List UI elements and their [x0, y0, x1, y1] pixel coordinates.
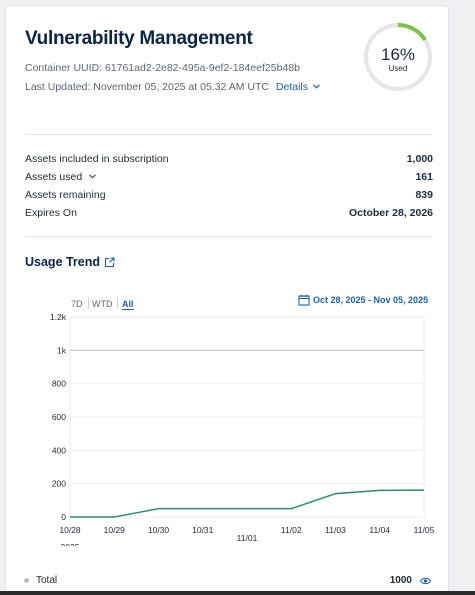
chevron-down-icon: [89, 174, 97, 179]
container-uuid: Container UUID: 61761ad2-2e82-495a-9ef2-…: [25, 62, 300, 74]
summary-value: 839: [415, 189, 433, 201]
series-line-used: [70, 489, 425, 518]
summary-row-expires: Expires On October 28, 2026: [25, 207, 433, 221]
divider: [25, 134, 433, 135]
summary-value: 1,000: [406, 153, 433, 165]
usage-trend-chart: 0 200 400 600 800 1k 1.2k 10/28 10/29 10/30 10/31 1…: [50, 312, 435, 546]
subscription-card: Vulnerability Management Container UUID:…: [5, 5, 449, 595]
x-tick-label: 10/28: [59, 525, 81, 535]
last-updated-text: Last Updated: November 05, 2025 at 05.32…: [25, 81, 269, 93]
x-tick-label: 11/05: [414, 525, 435, 535]
last-updated-line: Last Updated: November 05, 2025 at 05.32…: [25, 81, 320, 93]
eye-icon[interactable]: [420, 577, 431, 585]
chevron-down-icon: [313, 84, 320, 89]
legend-dot-total: [24, 578, 29, 583]
y-tick-label: 1k: [57, 345, 67, 355]
range-7d[interactable]: 7D: [71, 299, 83, 309]
x-tick-label: 11/02: [281, 525, 302, 535]
page-title: Vulnerability Management: [25, 28, 253, 49]
y-tick-label: 0: [61, 512, 66, 522]
summary-row-included: Assets included in subscription 1,000: [25, 153, 433, 167]
divider: [25, 236, 433, 237]
summary-label: Assets included in subscription: [25, 153, 169, 165]
y-tick-label: 400: [52, 445, 66, 455]
assets-used-toggle[interactable]: Assets used: [25, 171, 97, 183]
gauge-fill: [364, 23, 432, 91]
y-tick-label: 600: [52, 412, 66, 422]
range-wtd[interactable]: WTD: [92, 299, 113, 309]
legend-label-total: Total: [36, 575, 58, 586]
usage-trend-title: Usage Trend: [25, 255, 101, 269]
range-separator: [88, 298, 89, 308]
external-link-icon[interactable]: [104, 257, 115, 268]
x-tick-label: 10/30: [148, 525, 170, 535]
details-label: Details: [275, 81, 309, 93]
date-range-label: Oct 28, 2025 - Nov 05, 2025: [313, 295, 429, 305]
summary-label: Assets remaining: [25, 189, 106, 201]
gauge-percent: 16%: [380, 45, 416, 64]
x-year-label: 2025: [61, 542, 80, 546]
legend-value-total: 1000: [389, 575, 412, 586]
gauge-used-label: Used: [388, 64, 408, 73]
usage-gauge: [364, 23, 432, 91]
x-tick-label: 10/31: [192, 525, 214, 535]
y-tick-label: 200: [52, 479, 66, 489]
taskbar-strip: [0, 591, 475, 595]
x-tick-label: 11/01: [237, 533, 258, 543]
summary-value: October 28, 2026: [348, 207, 433, 219]
summary-label: Expires On: [25, 207, 77, 219]
summary-label: Assets used: [25, 171, 83, 183]
y-tick-label: 800: [52, 379, 66, 389]
summary-row-used: Assets used 161: [25, 171, 433, 185]
summary-row-remaining: Assets remaining 839: [25, 189, 433, 203]
range-all[interactable]: All: [122, 299, 134, 310]
calendar-icon: [298, 294, 310, 306]
details-toggle[interactable]: Details: [276, 81, 320, 93]
x-tick-label: 11/03: [325, 525, 346, 535]
summary-value: 161: [415, 171, 433, 183]
x-tick-label: 11/04: [369, 525, 390, 535]
x-tick-label: 10/29: [104, 525, 126, 535]
y-tick-label: 1.2k: [50, 312, 67, 322]
range-separator: [117, 298, 118, 308]
